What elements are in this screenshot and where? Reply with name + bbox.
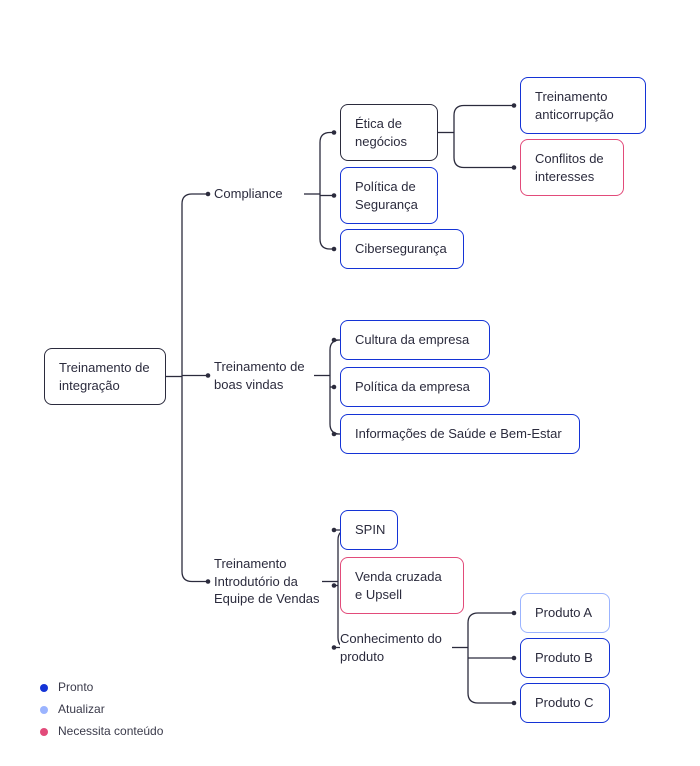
legend-label: Pronto [58,680,93,694]
connector-path [468,613,514,623]
legend-label: Necessita conteúdo [58,724,163,738]
node-b-0-1: Política de Segurança [340,167,438,224]
legend-item: Atualizar [40,702,105,716]
node-b-1: Treinamento de boas vindas [214,348,314,403]
connector-endpoint [332,528,337,533]
legend-item: Pronto [40,680,93,694]
legend-item: Necessita conteúdo [40,724,163,738]
node-label: Política de Segurança [355,179,418,212]
connector-endpoint [512,701,517,706]
node-b-1-1: Política da empresa [340,367,490,407]
legend-dot [40,706,48,714]
connector-path [320,239,334,249]
node-label: Política da empresa [355,379,470,394]
node-label: Compliance [214,186,283,201]
node-label: Treinamento de boas vindas [214,359,305,392]
connector-endpoint [512,103,517,108]
connector-path [320,133,334,143]
legend-dot [40,728,48,736]
connector-path [454,158,514,168]
node-label: Treinamento Introdutório da Equipe de Ve… [214,556,320,606]
connector-path [182,194,208,204]
connector-endpoint [332,385,337,390]
node-b-0-2: Cibersegurança [340,229,464,269]
node-b-2-1: Venda cruzada e Upsell [340,557,464,614]
node-label: Cibersegurança [355,241,447,256]
node-b-1-0: Cultura da empresa [340,320,490,360]
node-label: Treinamento de integração [59,360,150,393]
node-label: Venda cruzada e Upsell [355,569,442,602]
connector-endpoint [206,579,211,584]
connector-endpoint [332,130,337,135]
node-label: SPIN [355,522,385,537]
node-b-2-2-0: Produto A [520,593,610,633]
node-b-0-0-0: Treinamento anticorrupção [520,77,646,134]
connector-endpoint [332,432,337,437]
node-b-2-2-1: Produto B [520,638,610,678]
connector-endpoint [206,192,211,197]
node-label: Conhecimento do produto [340,631,442,664]
node-label: Conflitos de interesses [535,151,604,184]
node-label: Produto C [535,695,594,710]
node-root: Treinamento de integração [44,348,166,405]
node-b-2-2: Conhecimento do produto [340,620,452,675]
node-b-2-0: SPIN [340,510,398,550]
connector-endpoint [332,583,337,588]
legend-label: Atualizar [58,702,105,716]
node-label: Produto A [535,605,592,620]
node-label: Produto B [535,650,593,665]
connector-endpoint [332,247,337,252]
node-b-0-0-1: Conflitos de interesses [520,139,624,196]
connector-endpoint [206,373,211,378]
connector-path [182,572,208,582]
connector-endpoint [512,611,517,616]
node-b-2: Treinamento Introdutório da Equipe de Ve… [214,545,322,618]
connector-path [468,693,514,703]
node-b-1-2: Informações de Saúde e Bem-Estar [340,414,580,454]
node-label: Ética de negócios [355,116,407,149]
connector-endpoint [512,165,517,170]
node-label: Cultura da empresa [355,332,469,347]
connector-path [454,106,514,116]
connector-endpoint [332,645,337,650]
node-label: Informações de Saúde e Bem-Estar [355,426,562,441]
node-b-0-0: Ética de negócios [340,104,438,161]
node-b-2-2-2: Produto C [520,683,610,723]
legend-dot [40,684,48,692]
connector-endpoint [332,193,337,198]
connector-endpoint [512,656,517,661]
node-b-0: Compliance [214,175,304,213]
connector-endpoint [332,338,337,343]
node-label: Treinamento anticorrupção [535,89,614,122]
